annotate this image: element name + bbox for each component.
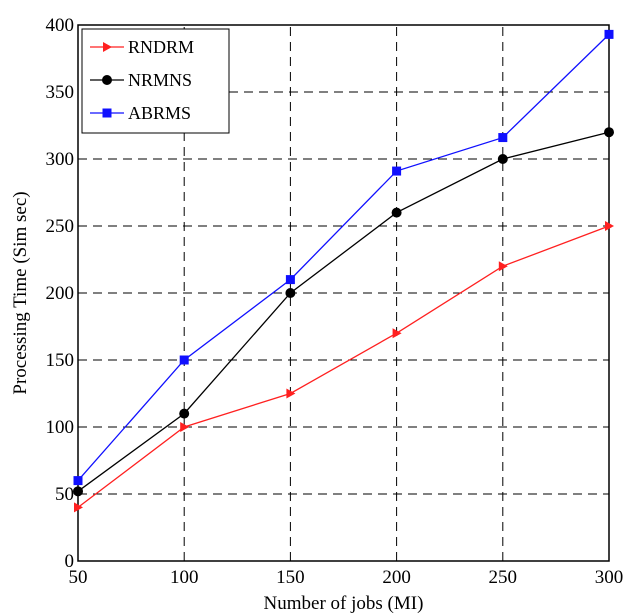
y-axis-label: Processing Time (Sim sec) <box>10 191 31 394</box>
data-point-rndrm <box>74 502 83 513</box>
series-abrms <box>73 29 614 486</box>
legend-label-nrmns: NRMNS <box>128 70 192 90</box>
y-tick-label: 150 <box>46 350 75 371</box>
series-line-nrmns <box>77 131 610 492</box>
data-point-nrmns <box>604 127 614 138</box>
y-tick-label: 350 <box>46 82 75 103</box>
data-point-abrms <box>604 29 614 39</box>
x-tick-label: 50 <box>69 567 88 588</box>
y-tick-label: 50 <box>55 484 74 505</box>
data-point-abrms <box>285 275 295 285</box>
data-point-nrmns <box>179 408 190 419</box>
grid-lines <box>78 25 609 561</box>
legend-marker-nrmns <box>102 75 112 85</box>
data-point-abrms <box>392 166 402 176</box>
legend-label-rndrm: RNDRM <box>128 37 194 57</box>
legend: RNDRM NRMNS ABRMS <box>81 28 230 134</box>
plot-frame <box>77 24 610 562</box>
series-nrmns <box>73 127 614 497</box>
series-line-rndrm <box>77 225 610 508</box>
data-point-abrms <box>498 133 508 143</box>
y-tick-label: 100 <box>46 417 75 438</box>
data-point-rndrm <box>392 328 402 339</box>
x-axis-label: Number of jobs (MI) <box>264 593 424 614</box>
y-tick-label: 200 <box>46 283 75 304</box>
data-point-nrmns <box>285 288 296 298</box>
x-tick-label: 150 <box>276 567 305 588</box>
x-tick-label: 300 <box>595 567 624 588</box>
legend-label-abrms: ABRMS <box>128 103 191 123</box>
axis-ticks: 50 100 150 200 250 30005010015020025030035040… <box>46 15 624 588</box>
legend-marker-abrms <box>102 108 112 118</box>
data-point-abrms <box>73 476 83 486</box>
series-group <box>73 29 614 513</box>
x-tick-label: 200 <box>382 567 411 588</box>
y-tick-label: 250 <box>46 216 75 237</box>
data-point-rndrm <box>286 388 296 399</box>
data-point-nrmns <box>497 154 508 164</box>
data-point-nrmns <box>391 207 402 218</box>
y-tick-label: 0 <box>65 551 75 572</box>
data-point-rndrm <box>498 261 508 272</box>
series-line-abrms <box>77 33 610 482</box>
series-rndrm <box>74 221 614 513</box>
data-point-nrmns <box>73 486 83 497</box>
data-point-rndrm <box>180 422 190 432</box>
x-tick-label: 250 <box>489 567 518 588</box>
data-point-rndrm <box>605 221 614 231</box>
legend-marker-rndrm <box>103 42 112 52</box>
y-tick-label: 400 <box>46 15 75 36</box>
data-point-abrms <box>179 355 189 365</box>
x-tick-label: 100 <box>170 567 199 588</box>
y-tick-label: 300 <box>46 149 75 170</box>
